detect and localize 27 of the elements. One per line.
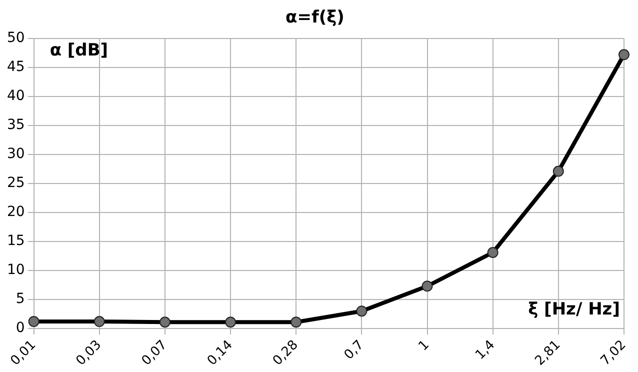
y-axis-title: α [dB]	[50, 40, 108, 60]
x-tick-label: 1	[416, 338, 432, 354]
y-tick-label: 20	[6, 204, 25, 220]
y-tick-label: 10	[6, 262, 25, 278]
y-tick-label: 50	[6, 30, 25, 46]
point	[159, 316, 170, 328]
x-tick-label: 1,4	[472, 338, 498, 363]
y-tick-label: 0	[16, 320, 25, 336]
point	[618, 49, 630, 60]
y-tick-label: 40	[6, 88, 25, 104]
x-axis-title: ξ [Hz/ Hz]	[528, 299, 620, 320]
point	[552, 166, 564, 177]
x-tick-label: 0,7	[342, 338, 367, 363]
y-tick-label: 45	[6, 59, 25, 76]
point	[356, 306, 368, 317]
point	[422, 280, 433, 292]
y-tick-label: 5	[16, 291, 25, 308]
y-tick-label: 30	[6, 146, 25, 162]
chart-title: α=f(ξ)	[286, 8, 344, 28]
point	[94, 316, 105, 328]
y-tick-label: 25	[6, 175, 25, 192]
y-tick-label: 15	[6, 233, 25, 250]
point	[487, 246, 498, 258]
point	[28, 316, 40, 328]
point	[290, 316, 302, 328]
point	[225, 316, 236, 328]
y-tick-label: 35	[6, 117, 25, 134]
